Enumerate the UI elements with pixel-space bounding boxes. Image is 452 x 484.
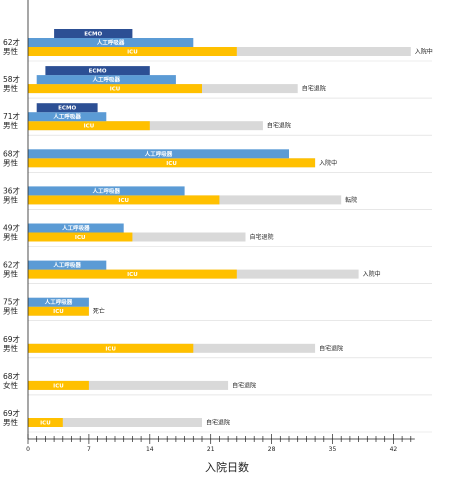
patient-status: 自宅退院 xyxy=(232,381,256,389)
ventilator-bar xyxy=(28,112,107,122)
ventilator-bar xyxy=(28,186,185,196)
icu-bar xyxy=(28,418,63,427)
patient-sex: 男性 xyxy=(3,157,18,167)
total-stay-bar xyxy=(28,232,246,242)
ecmo-bar xyxy=(36,103,98,113)
patient-sex: 男性 xyxy=(3,269,18,279)
icu-bar xyxy=(28,158,316,168)
ecmo-bar xyxy=(54,29,133,38)
icu-bar xyxy=(28,195,220,205)
ventilator-bar-label: 人工呼吸器 xyxy=(97,39,125,47)
patient-sex: 男性 xyxy=(3,417,18,427)
patient-age: 69才 xyxy=(3,408,21,418)
ventilator-bar xyxy=(28,297,89,307)
ventilator-bar-label: 人工呼吸器 xyxy=(45,298,73,306)
patient-age: 62才 xyxy=(3,37,21,47)
ventilator-bar-label: 人工呼吸器 xyxy=(53,113,81,121)
patient-sex: 男性 xyxy=(3,120,18,130)
patient-status: 自宅退院 xyxy=(267,122,291,130)
patient-sex: 男性 xyxy=(3,343,18,353)
ecmo-bar-label: ECMO xyxy=(58,106,76,112)
icu-bar-label: ICU xyxy=(105,346,116,352)
patient-labels: 62才男性58才男性71才男性68才男性36才男性49才男性62才男性75才男性… xyxy=(3,37,21,427)
icu-bar-label: ICU xyxy=(127,50,138,56)
ventilator-bar xyxy=(28,260,107,270)
patient-age: 71才 xyxy=(3,111,21,121)
patient-status: 入院中 xyxy=(319,159,337,167)
ventilator-bar xyxy=(36,75,176,85)
patient-status: 入院中 xyxy=(415,48,433,56)
x-tick-label: 14 xyxy=(146,446,154,453)
x-tick-label: 0 xyxy=(26,446,30,453)
ventilator-bar-label: 人工呼吸器 xyxy=(145,150,173,158)
icu-bar-label: ICU xyxy=(84,124,95,130)
patient-age: 36才 xyxy=(3,185,21,195)
ecmo-bar-label: ECMO xyxy=(89,69,107,75)
x-tick-label: 21 xyxy=(207,446,215,453)
ecmo-bar xyxy=(45,66,150,76)
patient-status: 入院中 xyxy=(363,270,381,278)
patient-sex: 男性 xyxy=(3,194,18,204)
ventilator-bar-label: 人工呼吸器 xyxy=(93,187,121,195)
icu-bar xyxy=(28,232,133,242)
icu-bar xyxy=(28,343,194,353)
gridlines xyxy=(28,60,432,433)
icu-bar-label: ICU xyxy=(53,383,64,389)
icu-bar-label: ICU xyxy=(75,235,86,241)
patient-status: 自宅退院 xyxy=(250,233,274,241)
icu-bar-label: ICU xyxy=(53,309,64,315)
icu-bar-label: ICU xyxy=(40,421,51,427)
patient-sex: 男性 xyxy=(3,46,18,56)
patient-age: 49才 xyxy=(3,223,21,233)
patient-sex: 男性 xyxy=(3,232,18,242)
total-stay-bar xyxy=(28,418,202,427)
patient-age: 75才 xyxy=(3,297,21,307)
patient-age: 68才 xyxy=(3,371,21,381)
patient-age: 62才 xyxy=(3,260,21,270)
patient-status: 自宅退院 xyxy=(206,419,230,427)
icu-bar xyxy=(28,269,237,279)
patient-status: 転院 xyxy=(345,196,357,204)
icu-bar-label: ICU xyxy=(166,161,177,167)
x-tick-label: 28 xyxy=(268,446,276,453)
icu-bar xyxy=(28,47,237,56)
icu-bar xyxy=(28,121,150,131)
ecmo-bar-label: ECMO xyxy=(84,32,102,38)
x-axis: 0 7 14 21 28 35 42 xyxy=(26,0,415,453)
x-tick-label: 7 xyxy=(87,446,91,453)
patient-status: 自宅退院 xyxy=(302,85,326,93)
icu-bar xyxy=(28,84,202,94)
icu-bar-label: ICU xyxy=(127,272,138,278)
icu-bar xyxy=(28,380,89,390)
patient-status: 死亡 xyxy=(93,307,105,315)
total-stay-bar xyxy=(28,380,229,390)
patient-age: 69才 xyxy=(3,334,21,344)
x-tick-label: 42 xyxy=(390,446,398,453)
patient-age: 68才 xyxy=(3,148,21,158)
patient-status: 自宅退院 xyxy=(319,344,343,352)
icu-bar-label: ICU xyxy=(118,198,129,204)
icu-bar-label: ICU xyxy=(110,87,121,93)
icu-bar xyxy=(28,306,89,316)
x-axis-label: 入院日数 xyxy=(205,460,249,474)
patient-sex: 男性 xyxy=(3,83,18,93)
patient-sex: 女性 xyxy=(3,380,18,390)
ventilator-bar xyxy=(28,223,124,233)
x-tick-label: 35 xyxy=(329,446,337,453)
ventilator-bar-label: 人工呼吸器 xyxy=(62,224,90,232)
ventilator-bar xyxy=(28,38,194,47)
ventilator-bar xyxy=(28,149,289,159)
ventilator-bar-label: 人工呼吸器 xyxy=(53,261,81,269)
patient-sex: 男性 xyxy=(3,306,18,316)
patient-age: 58才 xyxy=(3,74,21,84)
ventilator-bar-label: 人工呼吸器 xyxy=(93,76,121,84)
